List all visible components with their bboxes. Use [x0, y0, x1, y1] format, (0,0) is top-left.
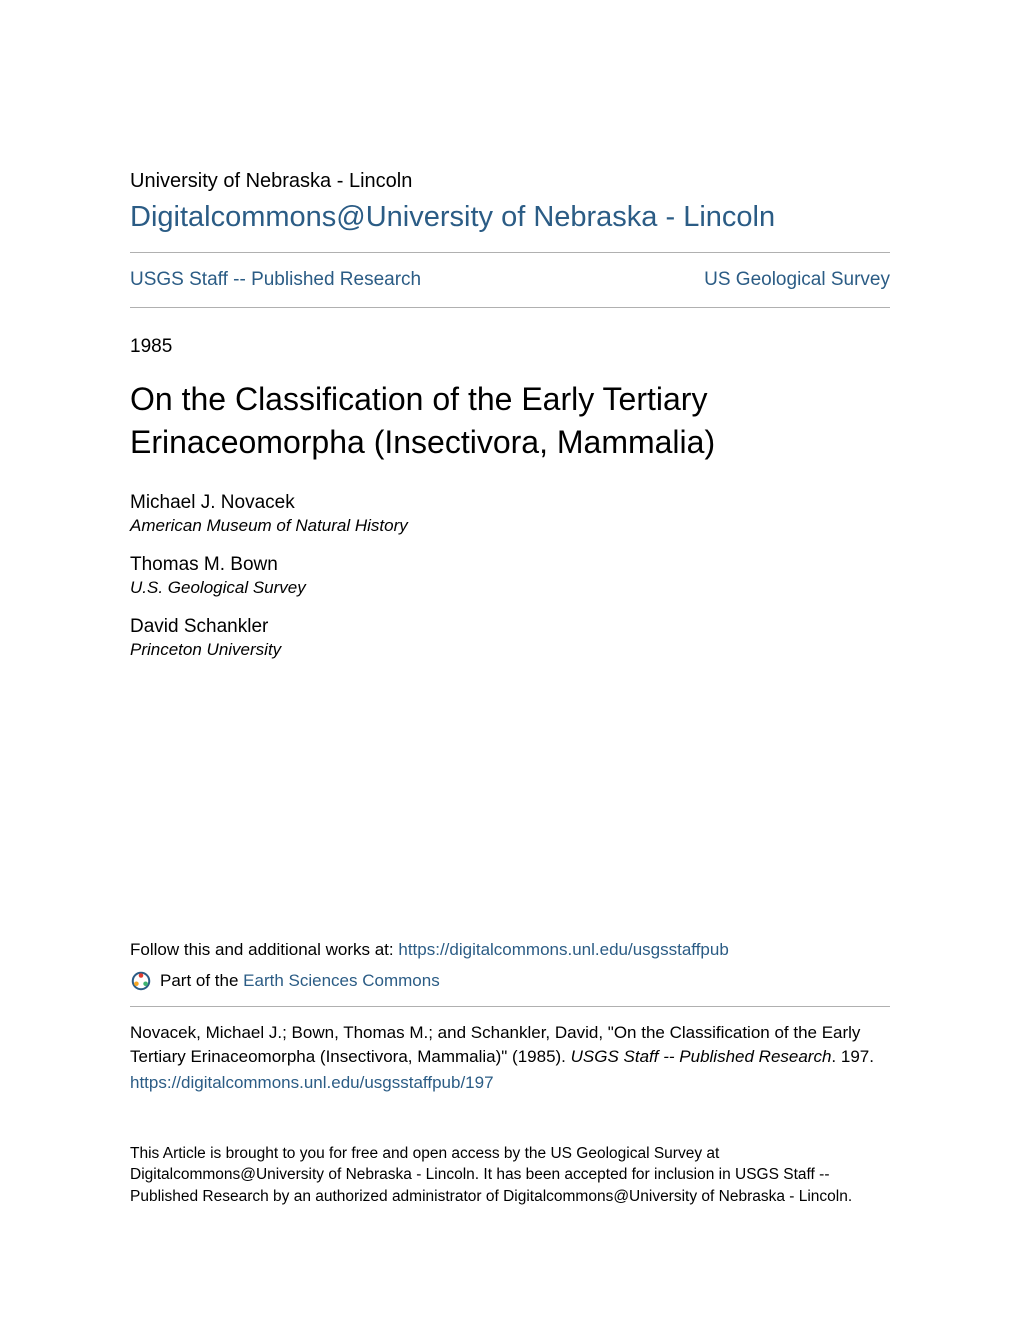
partof-text: Part of the Earth Sciences Commons — [160, 971, 440, 991]
collection-link[interactable]: USGS Staff -- Published Research — [130, 269, 421, 291]
author-affiliation: American Museum of Natural History — [130, 516, 890, 536]
paper-title: On the Classification of the Early Terti… — [130, 378, 890, 464]
author-name: Thomas M. Bown — [130, 554, 890, 576]
follow-line: Follow this and additional works at: htt… — [130, 940, 890, 960]
footer-note: This Article is brought to you for free … — [130, 1143, 890, 1208]
department-link[interactable]: US Geological Survey — [704, 269, 890, 291]
site-title-link[interactable]: Digitalcommons@University of Nebraska - … — [130, 201, 890, 234]
author-name: David Schankler — [130, 616, 890, 638]
author-block: David Schankler Princeton University — [130, 616, 890, 660]
authors-list: Michael J. Novacek American Museum of Na… — [130, 492, 890, 660]
author-block: Thomas M. Bown U.S. Geological Survey — [130, 554, 890, 598]
follow-url-link[interactable]: https://digitalcommons.unl.edu/usgsstaff… — [398, 940, 728, 959]
nav-row: USGS Staff -- Published Research US Geol… — [130, 253, 890, 307]
citation-divider — [130, 1006, 890, 1007]
author-affiliation: Princeton University — [130, 640, 890, 660]
citation-block: Novacek, Michael J.; Bown, Thomas M.; an… — [130, 1021, 890, 1094]
partof-prefix: Part of the — [160, 971, 243, 990]
network-icon — [130, 970, 152, 992]
author-name: Michael J. Novacek — [130, 492, 890, 514]
citation-text-after: . 197. — [831, 1047, 874, 1066]
author-affiliation: U.S. Geological Survey — [130, 578, 890, 598]
page-header: University of Nebraska - Lincoln Digital… — [130, 170, 890, 234]
citation-italic: USGS Staff -- Published Research — [571, 1047, 832, 1066]
header-divider-bottom — [130, 307, 890, 308]
partof-line: Part of the Earth Sciences Commons — [130, 970, 890, 992]
publication-year: 1985 — [130, 336, 890, 358]
institution-name: University of Nebraska - Lincoln — [130, 170, 890, 193]
follow-prefix: Follow this and additional works at: — [130, 940, 398, 959]
follow-section: Follow this and additional works at: htt… — [130, 940, 890, 1207]
citation-url-link[interactable]: https://digitalcommons.unl.edu/usgsstaff… — [130, 1071, 494, 1095]
author-block: Michael J. Novacek American Museum of Na… — [130, 492, 890, 536]
partof-link[interactable]: Earth Sciences Commons — [243, 971, 440, 990]
